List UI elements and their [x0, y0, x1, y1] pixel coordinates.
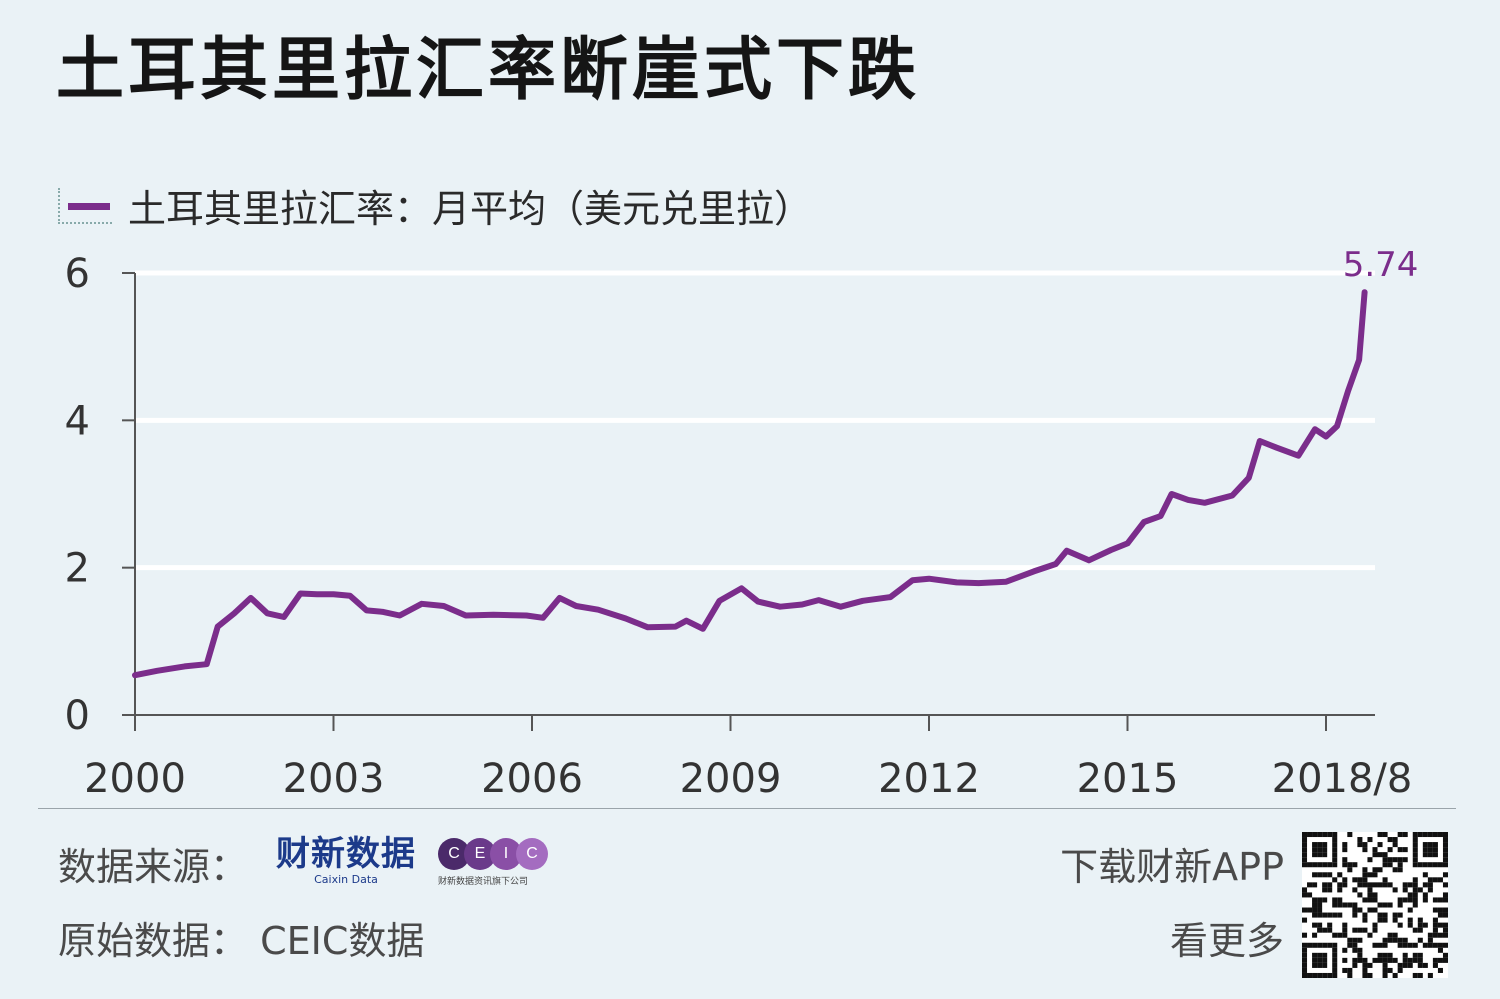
y-tick-label: 0: [65, 693, 90, 739]
caixin-data-logo: 财新数据 Caixin Data: [276, 834, 416, 887]
x-tick-label: 2003: [283, 756, 385, 802]
ceic-letter-circle: E: [464, 838, 496, 870]
source-label: 数据来源：: [58, 845, 249, 889]
chart-legend: 土耳其里拉汇率：月平均（美元兑里拉）: [58, 178, 812, 233]
footer-divider: [38, 808, 1456, 809]
ceic-letter-circle: C: [516, 838, 548, 870]
end-value-label: 5.74: [1343, 245, 1419, 285]
chart-title: 土耳其里拉汇率断崖式下跌: [56, 31, 921, 110]
x-tick-label: 2006: [481, 756, 583, 802]
y-tick-label: 4: [65, 398, 90, 444]
raw-data-label: 原始数据： CEIC数据: [58, 919, 425, 963]
y-tick-label: 6: [65, 251, 90, 297]
qr-code-icon[interactable]: [1302, 832, 1448, 978]
legend-swatch: [58, 187, 112, 224]
see-more-text: 看更多: [1169, 919, 1284, 963]
x-tick-label: 2015: [1077, 756, 1179, 802]
y-tick-label: 2: [65, 546, 90, 592]
legend-label: 土耳其里拉汇率：月平均（美元兑里拉）: [128, 187, 813, 231]
x-tick-label: 2018/8: [1272, 756, 1413, 802]
x-tick-label: 2000: [84, 756, 186, 802]
caixin-logo-en: Caixin Data: [314, 873, 378, 887]
caixin-logo-cn: 财新数据: [276, 834, 416, 874]
ceic-subtitle: 财新数据资讯旗下公司: [438, 877, 529, 887]
x-tick-label: 2012: [878, 756, 980, 802]
x-tick-label: 2009: [680, 756, 782, 802]
series-line: [132, 289, 1368, 679]
download-app-text: 下载财新APP: [1060, 845, 1284, 889]
